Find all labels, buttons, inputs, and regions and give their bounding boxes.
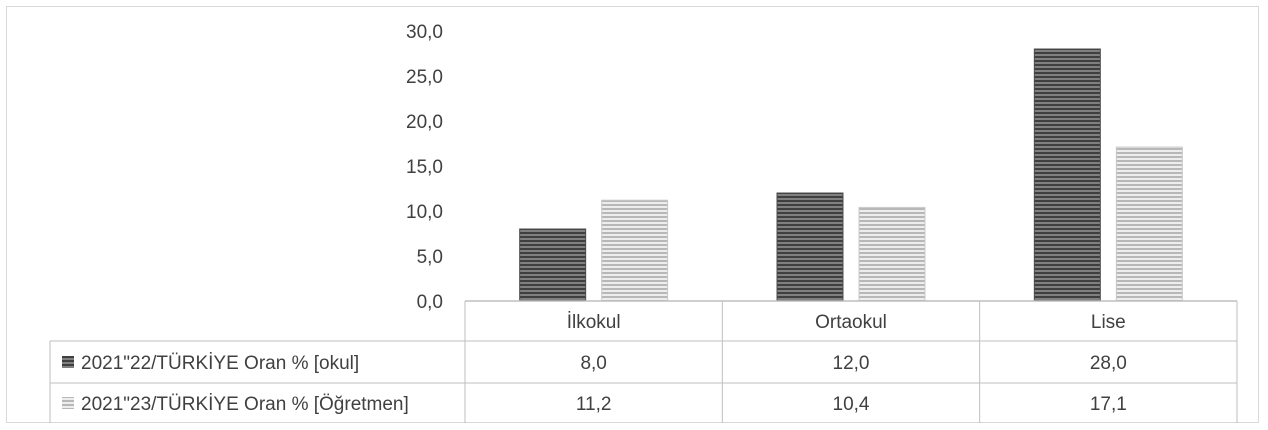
data-table: İlkokul Ortaokul Lise 2021"22/TÜRKİYE Oran … — [49, 300, 1238, 423]
y-tick-label: 0,0 — [417, 292, 443, 313]
data-label: 17,1 — [1090, 394, 1127, 415]
y-tick-label: 20,0 — [406, 112, 443, 133]
bar-1-2 — [776, 192, 844, 302]
category-label: İlkokul — [567, 312, 621, 333]
bar-2-1 — [601, 199, 669, 302]
legend-key-2 — [62, 397, 74, 409]
y-tick-label: 10,0 — [406, 202, 443, 223]
bars — [519, 48, 1183, 302]
bar-1-3 — [1033, 48, 1101, 302]
bar-2-2 — [858, 206, 926, 302]
y-tick-label: 25,0 — [406, 67, 443, 88]
y-tick-label: 15,0 — [406, 157, 443, 178]
y-tick-label: 30,0 — [406, 22, 443, 43]
data-label: 28,0 — [1090, 353, 1127, 374]
y-axis: 0,0 5,0 10,0 15,0 20,0 25,0 30,0 — [406, 22, 443, 313]
data-label: 11,2 — [576, 394, 612, 415]
legend-key-1 — [62, 356, 74, 368]
series-name: 2021"23/TÜRKİYE Oran % [Öğretmen] — [81, 394, 409, 415]
bar-1-1 — [519, 228, 587, 302]
bar-2-3 — [1115, 146, 1183, 302]
y-tick-label: 5,0 — [417, 247, 443, 268]
category-label: Lise — [1091, 312, 1126, 333]
series-name: 2021"22/TÜRKİYE Oran % [okul] — [81, 353, 359, 374]
category-label: Ortaokul — [815, 312, 887, 333]
data-label: 12,0 — [833, 353, 870, 374]
data-label: 10,4 — [833, 394, 870, 415]
data-label: 8,0 — [580, 353, 606, 374]
